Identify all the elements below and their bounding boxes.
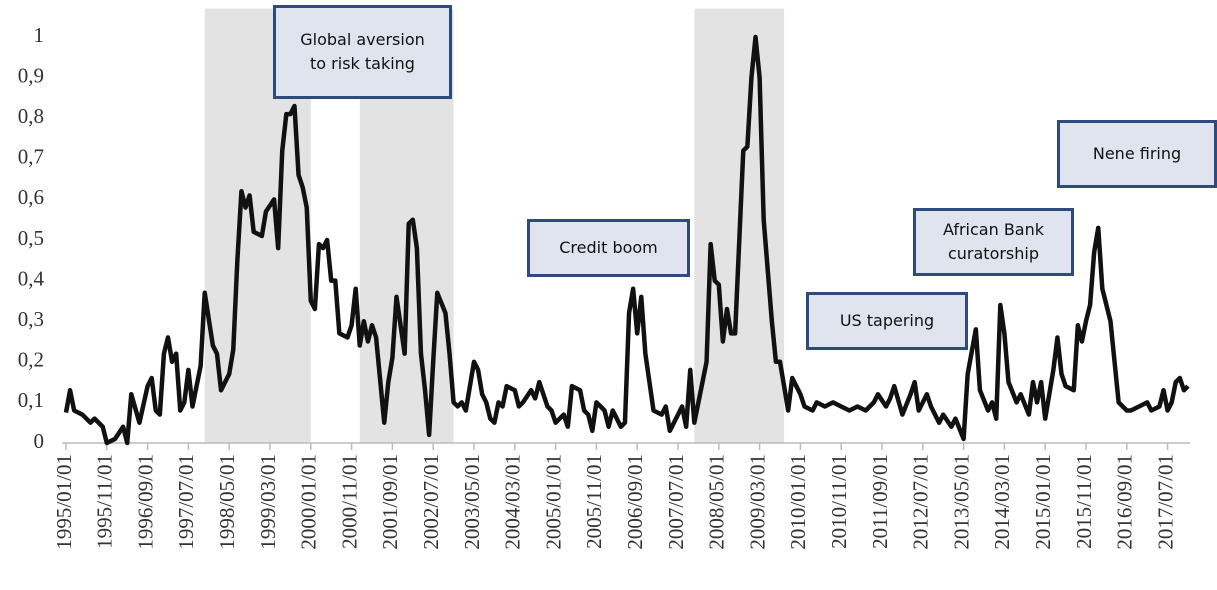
x-tick-label: 2007/07/01 <box>664 454 688 550</box>
y-tick-label: 0,3 <box>18 307 44 331</box>
y-tick-label: 0,8 <box>18 104 44 128</box>
x-tick-label: 1998/05/01 <box>215 454 239 550</box>
x-tick-label: 2017/07/01 <box>1153 454 1177 550</box>
x-tick-label: 2013/05/01 <box>949 454 973 550</box>
x-tick-label: 2016/09/01 <box>1113 454 1137 550</box>
annotation: US tapering <box>806 292 968 350</box>
y-tick-label: 0,1 <box>18 388 44 412</box>
x-tick-label: 1995/11/01 <box>93 454 117 549</box>
y-tick-label: 0,7 <box>18 145 44 169</box>
annotation: Global aversion to risk taking <box>273 5 452 99</box>
x-tick-label: 2002/07/01 <box>419 454 443 550</box>
x-tick-label: 2010/01/01 <box>786 454 810 550</box>
y-tick-label: 0,5 <box>18 226 44 250</box>
x-tick-label: 2000/01/01 <box>297 454 321 550</box>
x-tick-label: 2006/09/01 <box>623 454 647 550</box>
x-tick-label: 2009/03/01 <box>745 454 769 550</box>
x-tick-label: 2008/05/01 <box>705 454 729 550</box>
x-tick-label: 2010/11/01 <box>827 454 851 549</box>
x-tick-label: 2000/11/01 <box>337 454 361 549</box>
y-tick-label: 0,2 <box>18 348 44 372</box>
annotation: Nene firing <box>1057 120 1217 188</box>
annotation: African Bank curatorship <box>913 208 1074 276</box>
x-tick-label: 1996/09/01 <box>133 454 157 550</box>
y-tick-label: 0,9 <box>18 63 44 87</box>
y-tick-label: 0 <box>34 429 45 453</box>
x-tick-label: 2001/09/01 <box>378 454 402 550</box>
annotation: Credit boom <box>527 219 690 277</box>
data-line <box>63 34 1190 446</box>
y-tick-label: 1 <box>34 23 45 47</box>
x-tick-label: 2004/03/01 <box>501 454 525 550</box>
x-tick-label: 2012/07/01 <box>909 454 933 550</box>
x-tick-label: 1999/03/01 <box>256 454 280 550</box>
y-tick-label: 0,6 <box>18 185 44 209</box>
x-tick-label: 2015/01/01 <box>1031 454 1055 550</box>
y-tick-label: 0,4 <box>18 266 45 290</box>
x-tick-label: 2014/03/01 <box>990 454 1014 550</box>
x-tick-label: 2005/01/01 <box>541 454 565 550</box>
x-tick-label: 1995/01/01 <box>52 454 76 550</box>
x-tick-label: 1997/07/01 <box>174 454 198 550</box>
x-tick-label: 2003/05/01 <box>460 454 484 550</box>
x-tick-label: 2015/11/01 <box>1072 454 1096 549</box>
x-tick-label: 2005/11/01 <box>582 454 606 549</box>
x-tick-label: 2011/09/01 <box>868 454 892 549</box>
